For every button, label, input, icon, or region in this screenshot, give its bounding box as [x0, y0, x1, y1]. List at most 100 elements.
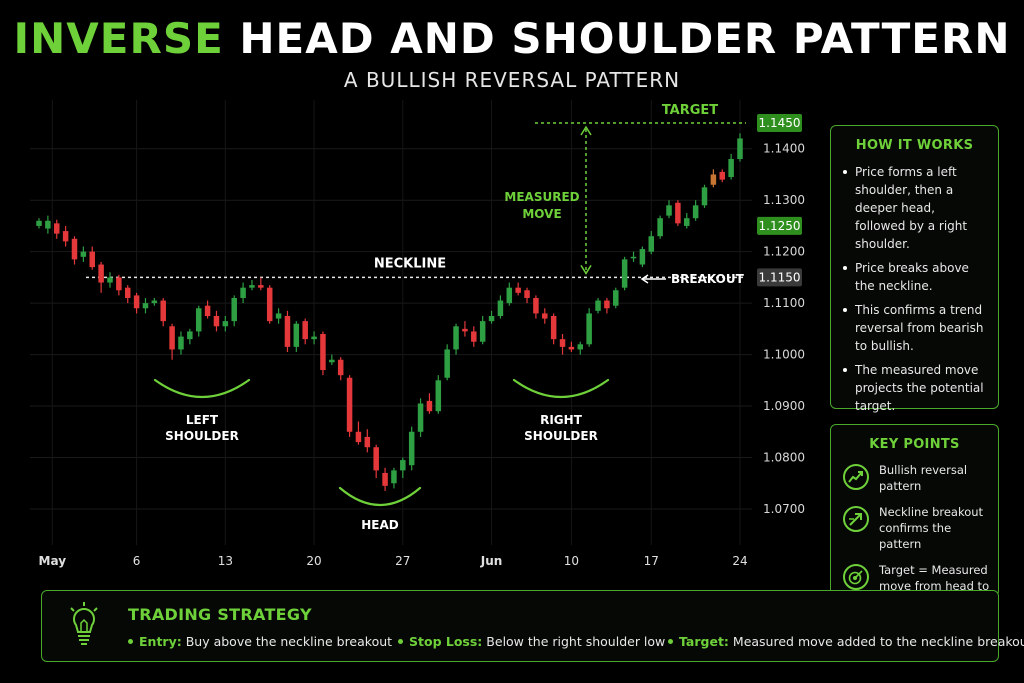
- key-point-text: Bullish reversal pattern: [879, 463, 968, 493]
- candle-body: [684, 218, 690, 226]
- candle-body: [36, 220, 42, 226]
- price-badge: 1.1150: [757, 268, 802, 287]
- candle-body: [488, 315, 495, 322]
- candle-body: [240, 287, 246, 298]
- x-tick-label: Jun: [480, 554, 503, 568]
- left-shoulder-label: LEFT: [186, 413, 219, 427]
- strategy-stop-text: Below the right shoulder low: [486, 634, 666, 649]
- candle-body: [462, 328, 468, 332]
- trend-up-icon: [843, 464, 869, 490]
- breakout-label: BREAKOUT: [671, 272, 745, 286]
- candle-body: [435, 380, 442, 412]
- lightbulb-icon: [70, 602, 98, 645]
- x-tick-label: 27: [395, 554, 410, 568]
- candle-body: [426, 400, 433, 412]
- candle-body: [178, 336, 184, 350]
- target-icon: [843, 564, 869, 590]
- key-point-item: Bullish reversal pattern: [843, 462, 990, 494]
- candle-body: [586, 313, 592, 345]
- how-it-works-item: This confirms a trend reversal from bear…: [843, 301, 988, 355]
- candle-body: [107, 277, 113, 283]
- candle-body: [275, 313, 282, 319]
- x-tick-label: 17: [644, 554, 659, 568]
- candle-body: [364, 436, 371, 448]
- candle-body: [195, 308, 202, 332]
- title-accent: INVERSE: [13, 14, 224, 63]
- y-tick-label: 1.1400: [763, 142, 805, 156]
- y-tick-label: 1.0900: [763, 399, 805, 413]
- price-badge-bg: [757, 268, 802, 287]
- candle-body: [515, 287, 521, 293]
- candle-body: [53, 223, 60, 234]
- strategy-entry: Entry: Buy above the neckline breakout: [128, 634, 392, 649]
- candle-body: [382, 472, 388, 486]
- trading-strategy-panel: TRADING STRATEGY Entry: Buy above the ne…: [41, 590, 1024, 662]
- price-badge-label: 1.1250: [759, 219, 801, 233]
- right-shoulder-arc: [512, 378, 610, 398]
- candle-body: [80, 251, 87, 257]
- candle-body: [355, 431, 362, 443]
- page-subtitle: A BULLISH REVERSAL PATTERN: [343, 68, 681, 92]
- y-tick-label: 1.1200: [763, 245, 805, 259]
- right-shoulder-label: SHOULDER: [524, 429, 598, 443]
- y-tick-label: 1.1000: [763, 348, 805, 362]
- candle-body: [346, 377, 353, 432]
- candle-body: [151, 300, 158, 304]
- candle-body: [524, 290, 530, 298]
- candle-body: [577, 344, 584, 350]
- x-tick-label: 10: [564, 554, 579, 568]
- breakout-arrowhead: [640, 274, 649, 284]
- strategy-entry-label: Entry:: [139, 634, 182, 649]
- chart-annotations: NECKLINE TARGET MEASURED MOVE BREAKOUT LEFT SH…: [86, 103, 746, 532]
- candle-body: [71, 238, 78, 260]
- candle-body: [284, 315, 291, 347]
- candle-body: [604, 300, 610, 309]
- price-badge: 1.1450: [757, 114, 802, 133]
- y-tick-label: 1.0800: [763, 451, 805, 465]
- page-title: INVERSE HEAD AND SHOULDER PATTERN: [0, 14, 1024, 63]
- measured-move-arrowhead-down: [580, 265, 592, 275]
- candle-body: [293, 323, 300, 347]
- candle-body: [213, 315, 220, 327]
- key-points-title: KEY POINTS: [869, 437, 960, 452]
- key-points-panel: KEY POINTS Bullish reversal pattern Neck…: [830, 424, 999, 609]
- strategy-entry-text: Buy above the neckline breakout: [185, 634, 393, 649]
- x-tick-label: May: [39, 554, 67, 568]
- candle-body: [222, 321, 229, 327]
- y-tick-label: 1.1300: [763, 193, 805, 207]
- price-badge-bg: [757, 114, 802, 133]
- key-point-item: Neckline breakout confirms the pattern: [843, 504, 990, 552]
- candle-body: [133, 295, 140, 309]
- candle-body: [666, 205, 672, 216]
- y-tick-label: 1.1100: [763, 296, 805, 310]
- candle-body: [542, 313, 548, 319]
- candle-body: [89, 251, 95, 268]
- how-it-works-list: Price forms a left shoulder, then a deep…: [843, 163, 988, 415]
- candle-body: [400, 460, 406, 471]
- left-shoulder-arc: [153, 378, 251, 398]
- measured-move-arrowhead-up: [580, 125, 592, 136]
- title-main: HEAD AND SHOULDER PATTERN: [239, 14, 1011, 63]
- candle-body: [142, 303, 149, 309]
- strategy-target-text: Measured move added to the neckline brea…: [732, 634, 1024, 649]
- candle-body: [497, 300, 504, 316]
- candle-body: [98, 264, 104, 283]
- candle-body: [45, 220, 51, 229]
- candle-body: [506, 287, 513, 304]
- candle-body: [320, 334, 326, 371]
- how-it-works-item: Price forms a left shoulder, then a deep…: [843, 163, 988, 253]
- candle-body: [187, 331, 193, 340]
- candle-body: [639, 249, 646, 265]
- how-it-works-panel: HOW IT WORKS Price forms a left shoulder…: [830, 125, 999, 413]
- x-tick-label: 20: [306, 554, 321, 568]
- how-it-works-item: The measured move projects the potential…: [843, 361, 988, 415]
- chart-candles: [36, 133, 743, 491]
- left-shoulder-label: SHOULDER: [165, 429, 239, 443]
- candle-body: [613, 290, 619, 306]
- candle-body: [479, 321, 486, 342]
- neckline-label: NECKLINE: [374, 256, 446, 271]
- head-arc: [338, 486, 422, 507]
- chart-grid: [30, 100, 752, 545]
- candle-body: [559, 339, 566, 347]
- candle-body: [568, 346, 575, 350]
